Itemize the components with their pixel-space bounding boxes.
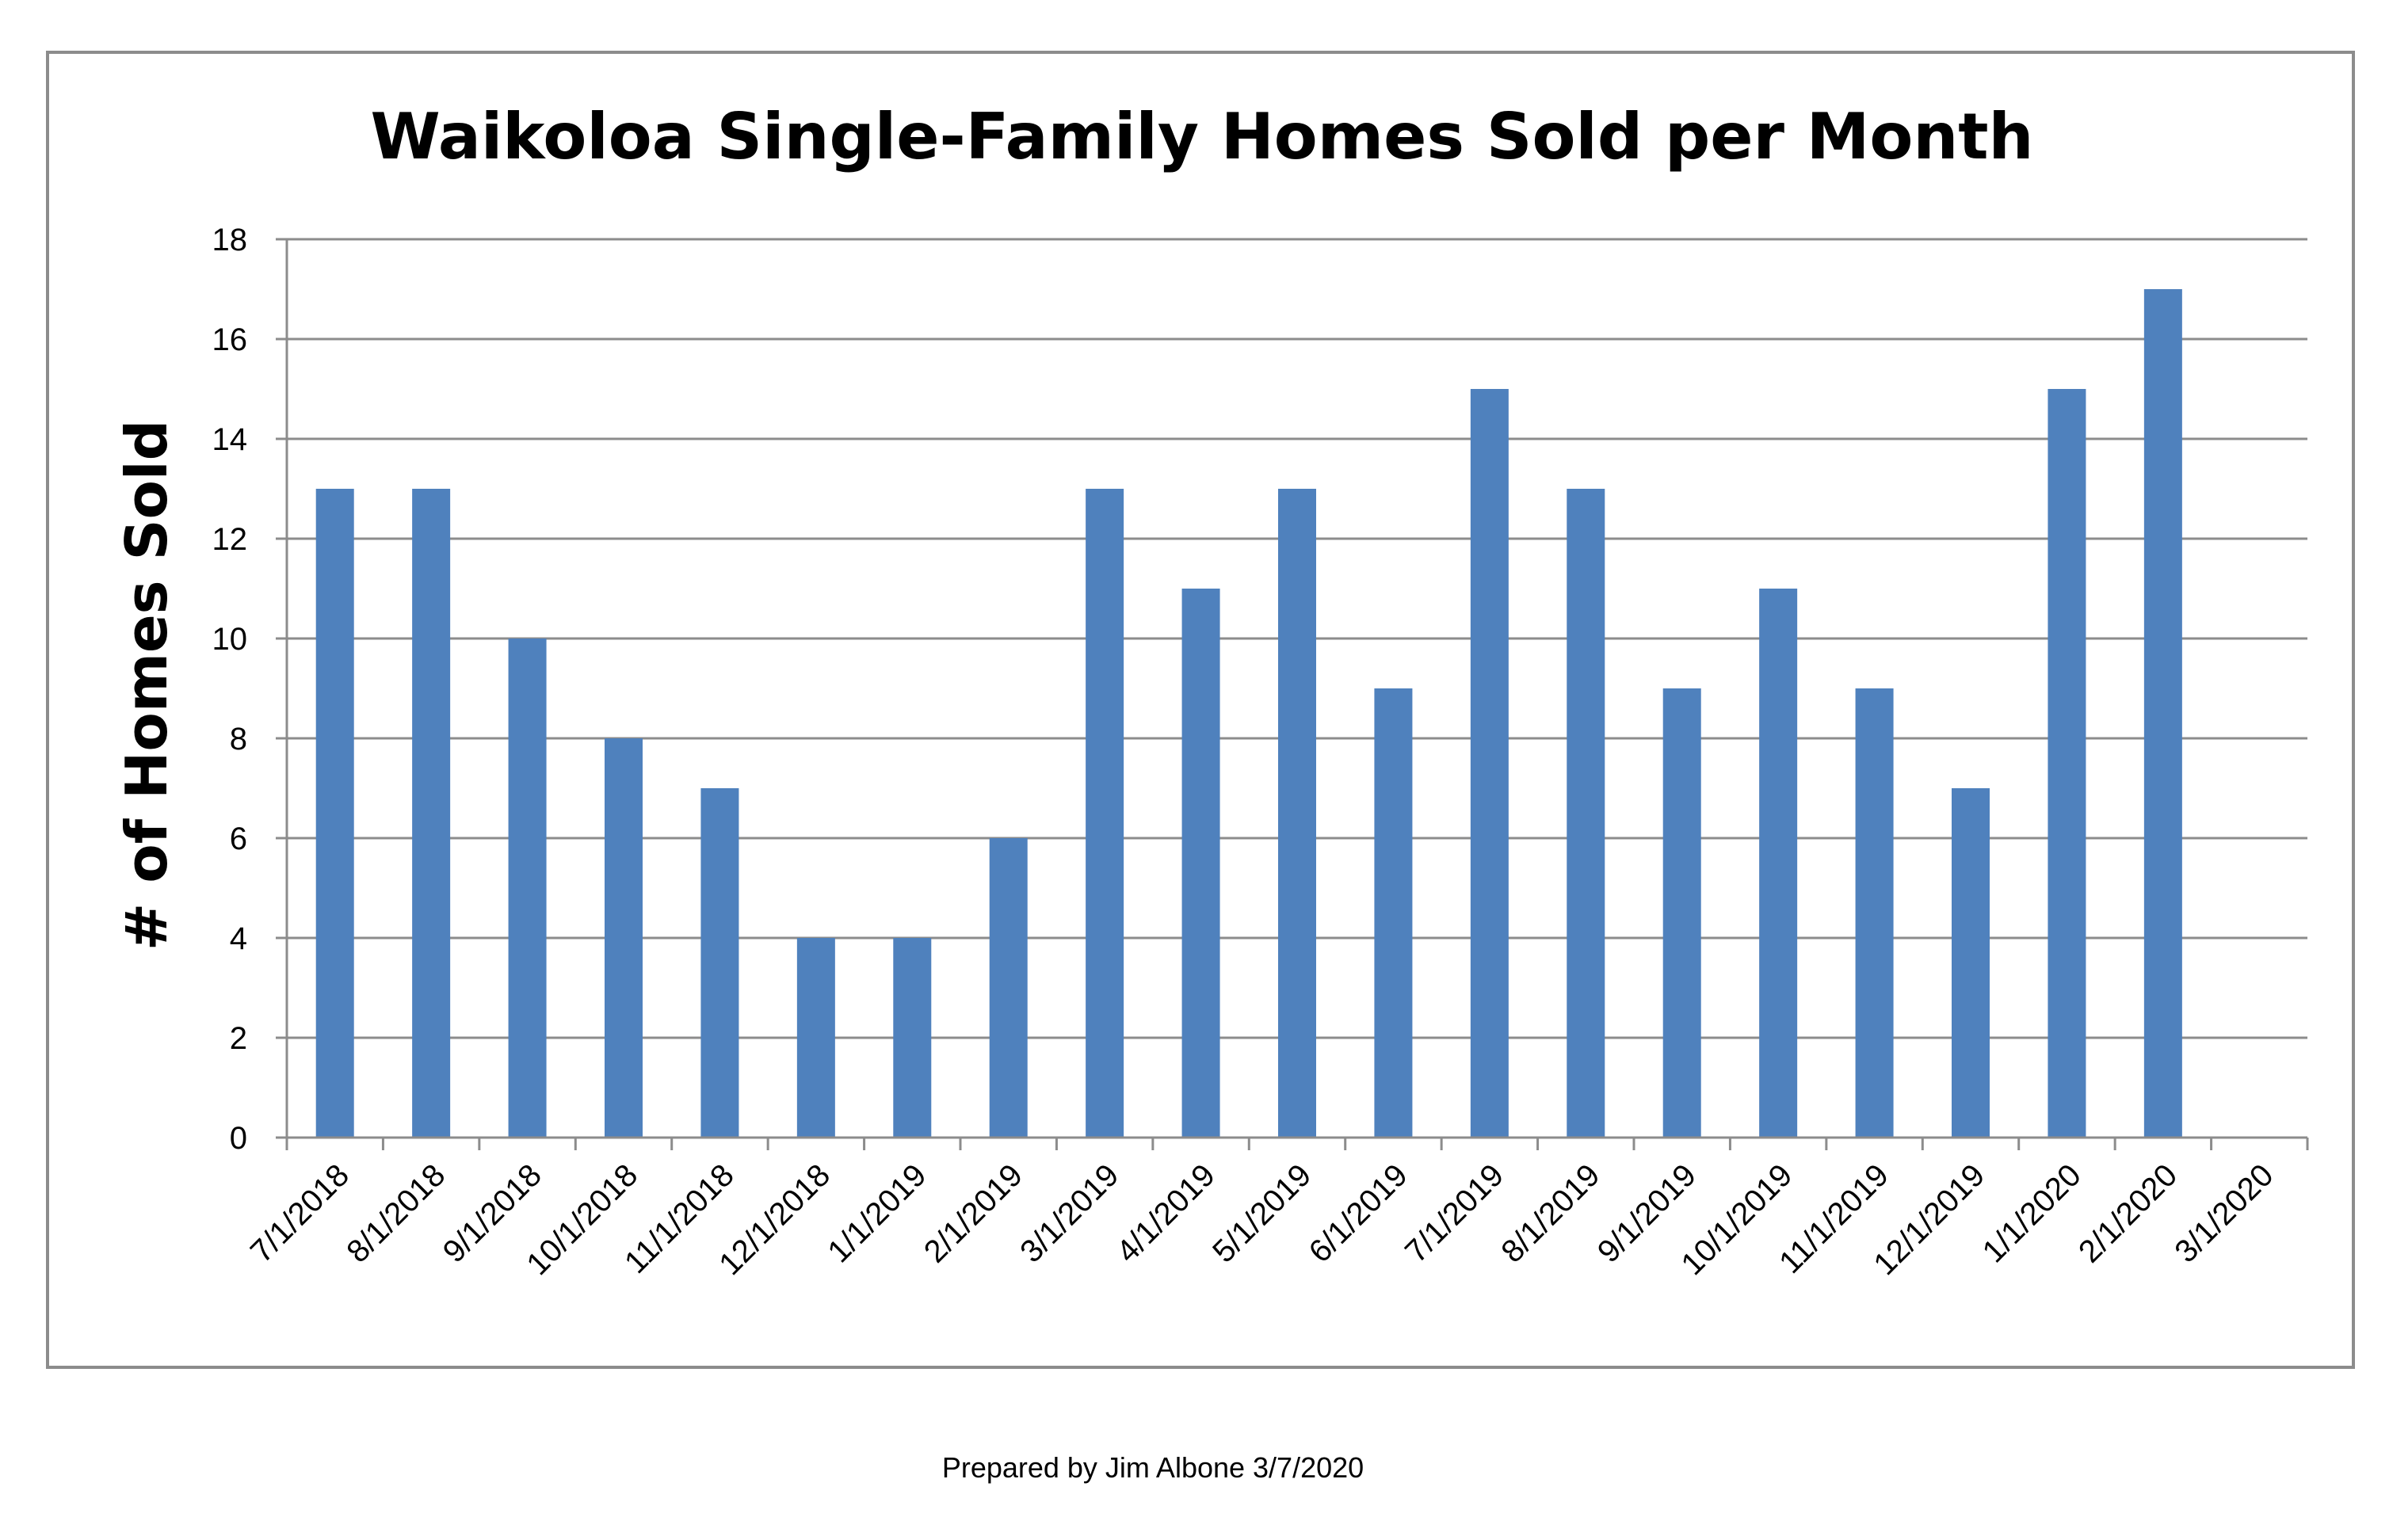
bar bbox=[1086, 489, 1124, 1138]
chart-title: Waikoloa Single-Family Homes Sold per Mo… bbox=[371, 100, 2034, 173]
axes bbox=[276, 238, 2309, 1150]
bar bbox=[893, 938, 932, 1138]
bar bbox=[796, 938, 835, 1138]
y-tick-labels: 0 2 4 6 8 10 12 14 16 18 bbox=[212, 223, 248, 1156]
y-tick-label: 16 bbox=[212, 322, 248, 357]
footer-credit: Prepared by Jim Albone 3/7/2020 bbox=[941, 1451, 1364, 1484]
y-tick-label: 8 bbox=[230, 722, 247, 757]
bar bbox=[1662, 688, 1701, 1138]
bar bbox=[1278, 489, 1316, 1138]
bar bbox=[1759, 589, 1798, 1138]
bar bbox=[989, 838, 1028, 1138]
bar bbox=[605, 738, 643, 1138]
y-tick-label: 2 bbox=[230, 1021, 247, 1056]
y-tick-label: 6 bbox=[230, 821, 247, 856]
y-tick-label: 18 bbox=[212, 223, 248, 257]
bar bbox=[1374, 688, 1413, 1138]
y-tick-label: 12 bbox=[212, 522, 248, 557]
y-tick-label: 0 bbox=[230, 1121, 247, 1156]
bar bbox=[2143, 289, 2182, 1138]
bar bbox=[700, 788, 739, 1138]
bar bbox=[412, 489, 451, 1138]
bar bbox=[1470, 389, 1509, 1138]
y-axis-label: # of Homes Sold bbox=[113, 420, 180, 951]
y-tick-label: 10 bbox=[212, 622, 248, 657]
y-tick-label: 4 bbox=[230, 921, 247, 956]
bar bbox=[1567, 489, 1605, 1138]
bar bbox=[1855, 688, 1894, 1138]
bar bbox=[1952, 788, 1990, 1138]
bar bbox=[315, 489, 354, 1138]
bar bbox=[508, 638, 547, 1138]
bars bbox=[315, 289, 2182, 1138]
y-tick-label: 14 bbox=[212, 422, 248, 457]
bar bbox=[1181, 589, 1220, 1138]
bar bbox=[2048, 389, 2086, 1138]
